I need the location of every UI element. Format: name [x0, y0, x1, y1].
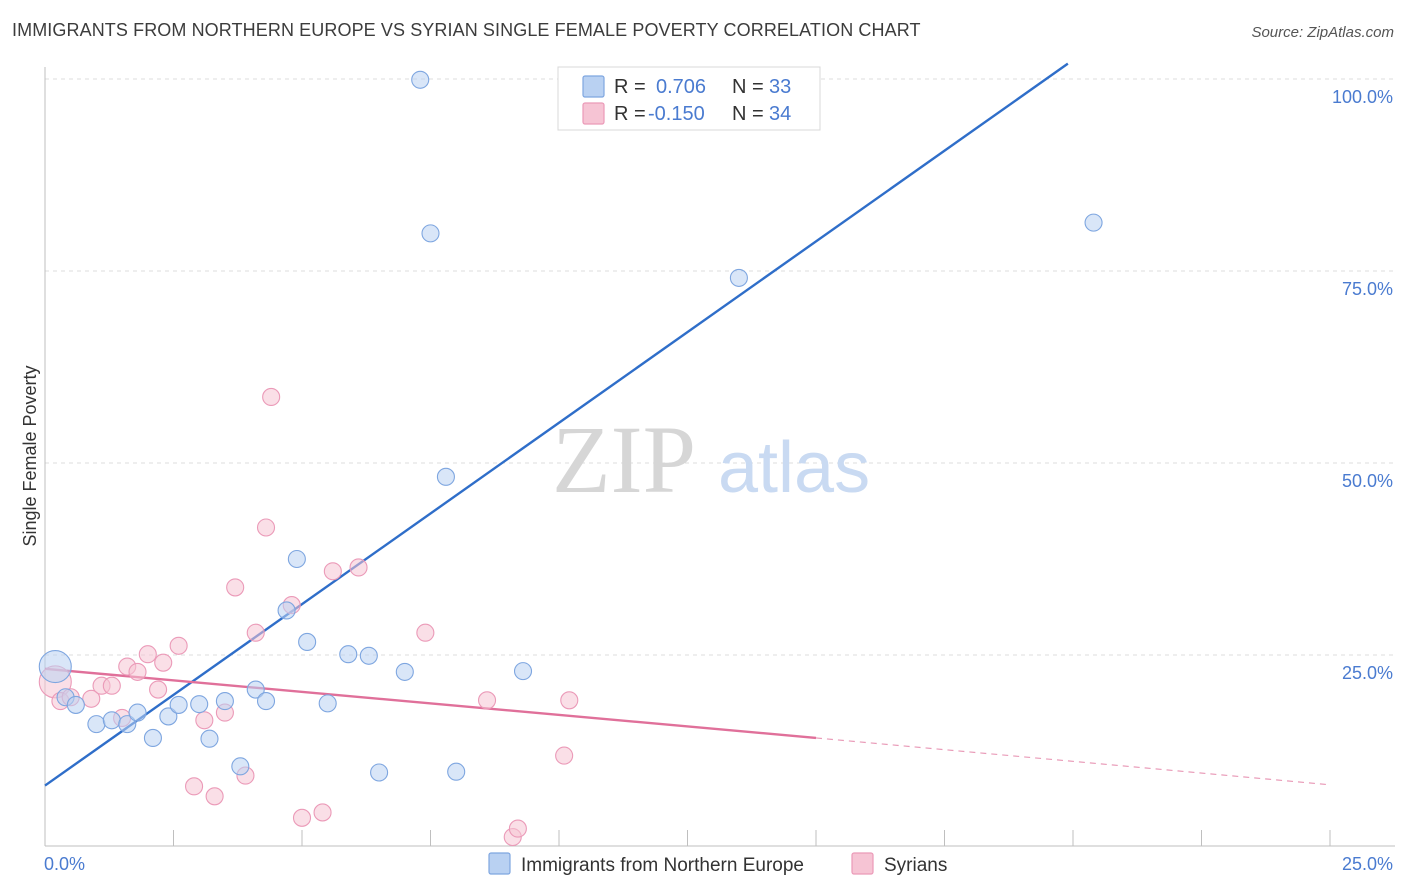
- data-point-blue: [421, 224, 440, 243]
- data-point-blue: [215, 692, 234, 711]
- y-tick-label: 50.0%: [1342, 471, 1393, 491]
- data-point-blue: [359, 646, 378, 665]
- data-point-blue: [513, 662, 533, 681]
- data-point-pink: [185, 777, 204, 796]
- data-point-pink: [349, 558, 368, 577]
- data-point-pink: [128, 662, 147, 681]
- axis-layer: 25.0% 50.0% 75.0% 100.0% 0.0% 25.0%: [44, 67, 1395, 874]
- legend-n-value-pink: 34: [769, 103, 791, 125]
- data-point-blue: [128, 703, 147, 722]
- data-point-blue: [200, 729, 219, 748]
- data-point-blue: [1084, 213, 1103, 232]
- series-legend-swatch-pink: [851, 852, 874, 875]
- watermark-zip: ZIP: [552, 406, 696, 513]
- legend-r-label-pink: R =: [614, 103, 646, 125]
- data-point-blue: [277, 601, 296, 620]
- y-axis-title: Single Female Poverty: [20, 365, 40, 546]
- chart-title: IMMIGRANTS FROM NORTHERN EUROPE VS SYRIA…: [12, 20, 921, 40]
- data-point-pink: [292, 808, 312, 827]
- data-point-blue: [298, 632, 317, 651]
- data-point-pink: [508, 819, 527, 838]
- series-legend-swatch-blue: [488, 852, 511, 875]
- grid-layer: [45, 78, 1395, 656]
- data-point-pink: [138, 645, 157, 664]
- legend-swatch-blue: [582, 75, 605, 98]
- data-point-blue: [436, 467, 455, 486]
- watermark: ZIP atlas: [552, 406, 870, 513]
- data-point-blue: [395, 662, 414, 681]
- data-point-blue: [118, 715, 137, 734]
- data-point-pink: [262, 387, 281, 407]
- data-point-blue: [318, 694, 337, 713]
- data-point-pink: [555, 746, 574, 765]
- trend-line-extension-pink: [815, 737, 1331, 786]
- trend-layer: [44, 62, 1331, 787]
- data-point-blue: [411, 70, 430, 89]
- data-point-pink: [477, 691, 497, 710]
- data-point-pink: [416, 623, 435, 642]
- series-legend-label-blue: Immigrants from Northern Europe: [521, 855, 804, 876]
- data-point-blue: [256, 692, 276, 711]
- data-point-blue: [339, 645, 358, 664]
- data-point-pink: [169, 636, 188, 655]
- y-axis-title-group: Single Female Poverty: [20, 365, 40, 546]
- legend-swatch-pink: [582, 102, 605, 125]
- data-point-blue: [190, 695, 209, 714]
- data-point-blue: [169, 695, 188, 714]
- series-legend: Immigrants from Northern Europe Syrians: [488, 852, 947, 876]
- data-point-blue: [102, 711, 121, 730]
- legend-n-label-blue: N =: [732, 76, 764, 98]
- data-point-pink: [256, 518, 276, 537]
- legend-r-value-blue: 0.706: [656, 76, 706, 98]
- trend-line-blue: [44, 62, 1069, 787]
- data-point-blue: [287, 549, 306, 569]
- data-point-pink: [313, 803, 332, 822]
- legend-n-label-pink: N =: [732, 103, 764, 125]
- data-point-pink: [195, 711, 214, 730]
- data-point-pink: [82, 689, 101, 708]
- data-point-blue: [143, 728, 162, 747]
- y-tick-label: 100.0%: [1332, 87, 1393, 107]
- legend-n-value-blue: 33: [769, 76, 791, 98]
- data-point-pink: [149, 680, 168, 699]
- x-tick-label: 25.0%: [1342, 854, 1393, 874]
- data-point-blue: [447, 762, 466, 781]
- data-point-pink: [102, 676, 121, 695]
- watermark-atlas: atlas: [718, 428, 870, 508]
- x-tick-label: 0.0%: [44, 854, 85, 874]
- data-point-blue: [231, 757, 250, 776]
- data-point-blue: [159, 707, 178, 726]
- correlation-legend: R = 0.706 N = 33 R = -0.150 N = 34: [557, 66, 821, 131]
- data-point-blue: [729, 268, 748, 287]
- data-point-blue: [66, 695, 85, 714]
- trend-line-pink: [44, 667, 817, 740]
- data-point-pink: [560, 691, 579, 710]
- source-label: Source: ZipAtlas.com: [1251, 24, 1394, 41]
- data-point-blue: [87, 715, 106, 734]
- series-legend-label-pink: Syrians: [884, 855, 947, 876]
- data-point-blue: [38, 649, 72, 684]
- legend-r-value-pink: -0.150: [648, 103, 705, 125]
- data-point-pink: [226, 578, 245, 597]
- data-point-pink: [205, 787, 224, 806]
- data-point-pink: [323, 562, 342, 581]
- data-point-blue: [246, 680, 265, 699]
- y-tick-label: 75.0%: [1342, 279, 1393, 299]
- data-point-pink: [246, 623, 265, 642]
- data-point-blue: [370, 763, 389, 782]
- legend-r-label-blue: R =: [614, 76, 646, 98]
- data-point-pink: [154, 653, 173, 672]
- y-tick-label: 25.0%: [1342, 663, 1393, 683]
